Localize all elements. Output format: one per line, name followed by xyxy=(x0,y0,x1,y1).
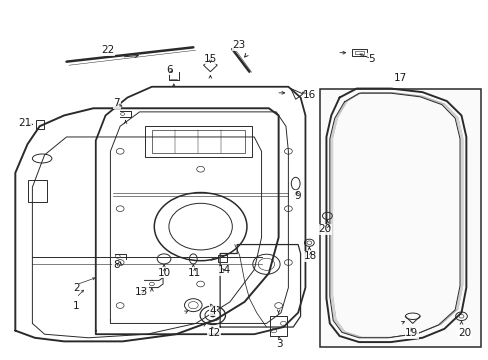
Text: 7: 7 xyxy=(113,98,120,108)
Bar xyxy=(144,126,251,157)
Text: 6: 6 xyxy=(166,65,173,75)
Text: 12: 12 xyxy=(207,328,221,338)
Text: 13: 13 xyxy=(135,287,148,297)
Text: 9: 9 xyxy=(294,191,301,201)
Text: 11: 11 xyxy=(188,267,201,278)
Text: 20: 20 xyxy=(317,225,330,234)
Bar xyxy=(27,180,47,202)
Text: 19: 19 xyxy=(404,328,418,338)
Text: 3: 3 xyxy=(276,339,283,349)
Text: 23: 23 xyxy=(231,40,245,50)
Bar xyxy=(269,316,287,336)
Text: 21: 21 xyxy=(19,118,32,128)
Bar xyxy=(217,255,227,262)
Text: 14: 14 xyxy=(218,265,231,275)
Text: 18: 18 xyxy=(304,251,317,261)
Bar xyxy=(320,89,480,347)
Text: 8: 8 xyxy=(113,260,120,270)
Text: 4: 4 xyxy=(209,306,216,316)
Bar xyxy=(152,130,244,153)
Text: 20: 20 xyxy=(457,328,470,338)
Text: 10: 10 xyxy=(158,267,171,278)
Text: 2: 2 xyxy=(73,283,80,293)
Text: 1: 1 xyxy=(73,301,80,311)
Text: 22: 22 xyxy=(101,45,114,55)
Text: 16: 16 xyxy=(303,90,316,100)
Bar xyxy=(354,51,364,54)
Bar xyxy=(351,49,366,56)
Bar xyxy=(36,120,43,129)
Text: 5: 5 xyxy=(367,54,374,64)
Circle shape xyxy=(209,313,215,318)
Text: 15: 15 xyxy=(203,54,217,64)
Text: 17: 17 xyxy=(393,73,407,83)
